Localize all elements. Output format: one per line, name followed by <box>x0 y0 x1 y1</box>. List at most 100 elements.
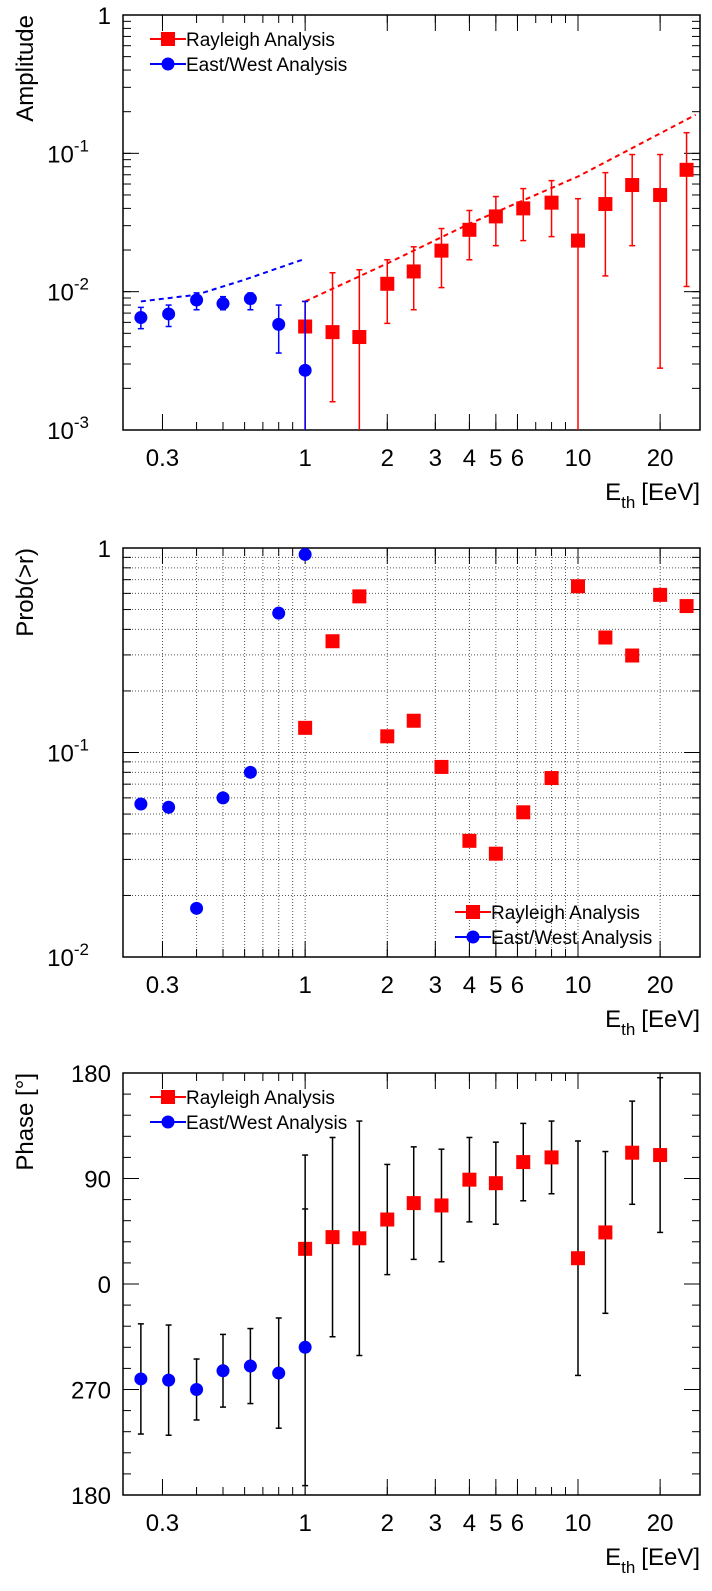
x-tick-label: 1 <box>298 972 311 999</box>
plot-frame <box>122 14 701 431</box>
marker <box>679 162 694 177</box>
x-title-sub: th <box>621 1020 635 1039</box>
x-tick-label: 10 <box>565 445 592 472</box>
x-tick-label: 0.3 <box>146 445 179 472</box>
legend-marker <box>161 1090 175 1104</box>
marker <box>570 233 585 248</box>
marker <box>462 1172 477 1187</box>
marker <box>625 1145 640 1160</box>
marker <box>298 720 313 735</box>
x-tick-label: 4 <box>463 445 476 472</box>
x-tick-label: 2 <box>381 445 394 472</box>
y-tick-label: 0 <box>98 1272 111 1299</box>
marker <box>653 1148 668 1163</box>
x-axis-title: Eth [EeV] <box>605 1544 700 1577</box>
marker <box>625 648 640 663</box>
marker <box>162 1373 176 1387</box>
marker <box>434 759 449 774</box>
x-tick-label: 2 <box>381 1510 394 1537</box>
marker <box>653 587 668 602</box>
y-tick-base: 10 <box>47 945 74 972</box>
x-title-rest: [EeV] <box>641 1544 700 1571</box>
y-axis-title: Phase [°] <box>12 1073 39 1171</box>
y-tick-label: 90 <box>84 1167 111 1194</box>
x-title-main: E <box>605 1544 621 1571</box>
marker <box>298 1340 312 1354</box>
marker <box>380 276 395 291</box>
marker <box>679 599 694 614</box>
marker <box>598 630 613 645</box>
marker <box>134 1372 148 1386</box>
x-tick-label: 3 <box>429 972 442 999</box>
x-tick-label: 1 <box>298 445 311 472</box>
marker <box>544 771 559 786</box>
legend-marker <box>466 930 480 944</box>
marker <box>134 797 148 811</box>
x-axis-title: Eth [EeV] <box>605 1006 700 1039</box>
y-axis-title: Prob(>r) <box>12 548 39 637</box>
x-tick-label: 6 <box>511 972 524 999</box>
marker <box>516 805 531 820</box>
y-tick-label: 180 <box>71 1483 111 1510</box>
y-tick-label: 270 <box>71 1378 111 1405</box>
y-tick-exponent: -1 <box>74 736 89 755</box>
x-tick-label: 6 <box>511 445 524 472</box>
legend-marker <box>161 1115 175 1129</box>
marker <box>570 579 585 594</box>
x-tick-label: 10 <box>565 972 592 999</box>
x-tick-label: 20 <box>647 972 674 999</box>
y-tick-exponent: -1 <box>74 136 89 155</box>
x-tick-label: 4 <box>463 1510 476 1537</box>
marker <box>488 1176 503 1191</box>
marker <box>406 1196 421 1211</box>
y-tick-label: 1 <box>98 3 111 30</box>
x-title-rest: [EeV] <box>641 1006 700 1033</box>
y-tick-label: 10-2 <box>47 275 89 307</box>
marker <box>488 846 503 861</box>
x-tick-label: 0.3 <box>146 972 179 999</box>
y-tick-base: 10 <box>47 280 74 307</box>
marker <box>272 1366 286 1380</box>
marker <box>488 209 503 224</box>
marker <box>325 1230 340 1245</box>
x-title-sub: th <box>621 1558 635 1577</box>
y-tick-label: 1 <box>98 536 111 563</box>
marker <box>298 363 312 377</box>
marker <box>272 317 286 331</box>
x-tick-label: 3 <box>429 445 442 472</box>
expected-curve <box>140 257 306 303</box>
marker <box>544 195 559 210</box>
marker <box>653 187 668 202</box>
marker <box>570 1251 585 1266</box>
marker <box>406 713 421 728</box>
y-tick-label: 180 <box>71 1061 111 1088</box>
legend-label: Rayleigh Analysis <box>186 30 335 51</box>
x-title-main: E <box>605 1006 621 1033</box>
marker <box>216 297 230 311</box>
legend-label: Rayleigh Analysis <box>186 1088 335 1109</box>
marker <box>380 729 395 744</box>
marker <box>216 791 230 805</box>
marker <box>462 222 477 237</box>
marker <box>380 1212 395 1227</box>
marker <box>406 264 421 279</box>
marker <box>243 765 257 779</box>
marker <box>298 547 312 561</box>
x-title-rest: [EeV] <box>641 479 700 506</box>
y-tick-exponent: -3 <box>74 413 89 432</box>
legend-marker <box>466 905 480 919</box>
x-axis-title: Eth [EeV] <box>605 479 700 512</box>
marker <box>462 833 477 848</box>
x-tick-label: 2 <box>381 972 394 999</box>
x-tick-label: 3 <box>429 1510 442 1537</box>
y-tick-base: 10 <box>47 741 74 768</box>
y-tick-base: 10 <box>47 141 74 168</box>
y-tick-label: 10-3 <box>47 413 89 445</box>
marker <box>243 1359 257 1373</box>
plot-frame <box>122 547 701 958</box>
x-tick-label: 20 <box>647 1510 674 1537</box>
x-tick-label: 4 <box>463 972 476 999</box>
y-tick-label: 10-1 <box>47 736 89 768</box>
x-tick-label: 5 <box>489 972 502 999</box>
y-tick-exponent: -2 <box>74 940 89 959</box>
